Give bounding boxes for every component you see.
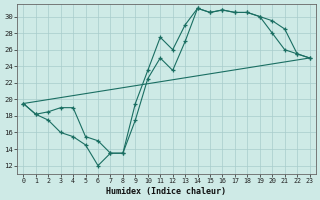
X-axis label: Humidex (Indice chaleur): Humidex (Indice chaleur) (107, 187, 227, 196)
